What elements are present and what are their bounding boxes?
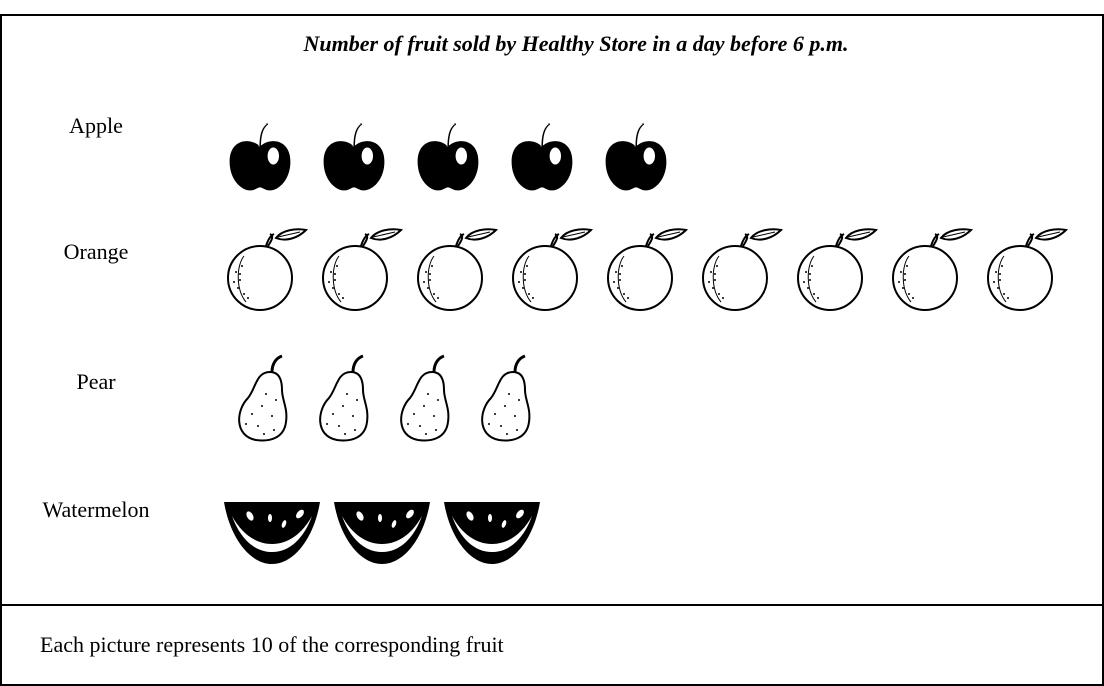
chart-title: Number of fruit sold by Healthy Store in…	[302, 31, 848, 56]
icon-row	[228, 229, 1066, 310]
fruit-icon	[228, 229, 306, 310]
fruit-icon	[798, 229, 876, 310]
category-label: Orange	[64, 239, 129, 264]
fruit-icon	[418, 124, 479, 191]
fruit-icon	[334, 502, 430, 564]
icon-row	[239, 356, 529, 440]
fruit-icon	[324, 124, 385, 191]
chart: Number of fruit sold by Healthy Store in…	[0, 0, 1104, 686]
fruit-icon	[444, 502, 540, 564]
fruit-icon	[893, 229, 971, 310]
key: Each picture represents 10 of the corres…	[40, 632, 504, 657]
category-label: Apple	[69, 113, 123, 138]
page: Number of fruit sold by Healthy Store in…	[0, 0, 1104, 686]
icon-row	[230, 124, 667, 191]
fruit-icon	[239, 356, 286, 440]
fruit-icon	[230, 124, 291, 191]
fruit-icon	[513, 229, 591, 310]
category-label: Watermelon	[43, 497, 150, 522]
fruit-icon	[323, 229, 401, 310]
fruit-icon	[608, 229, 686, 310]
frame	[1, 15, 1103, 685]
fruit-icon	[418, 229, 496, 310]
fruit-icon	[482, 356, 529, 440]
fruit-icon	[224, 502, 320, 564]
fruit-icon	[512, 124, 573, 191]
icon-row	[224, 502, 540, 564]
fruit-icon	[320, 356, 367, 440]
category-label: Pear	[76, 369, 116, 394]
fruit-icon	[703, 229, 781, 310]
fruit-icon	[401, 356, 448, 440]
fruit-icon	[988, 229, 1066, 310]
fruit-icon	[606, 124, 667, 191]
